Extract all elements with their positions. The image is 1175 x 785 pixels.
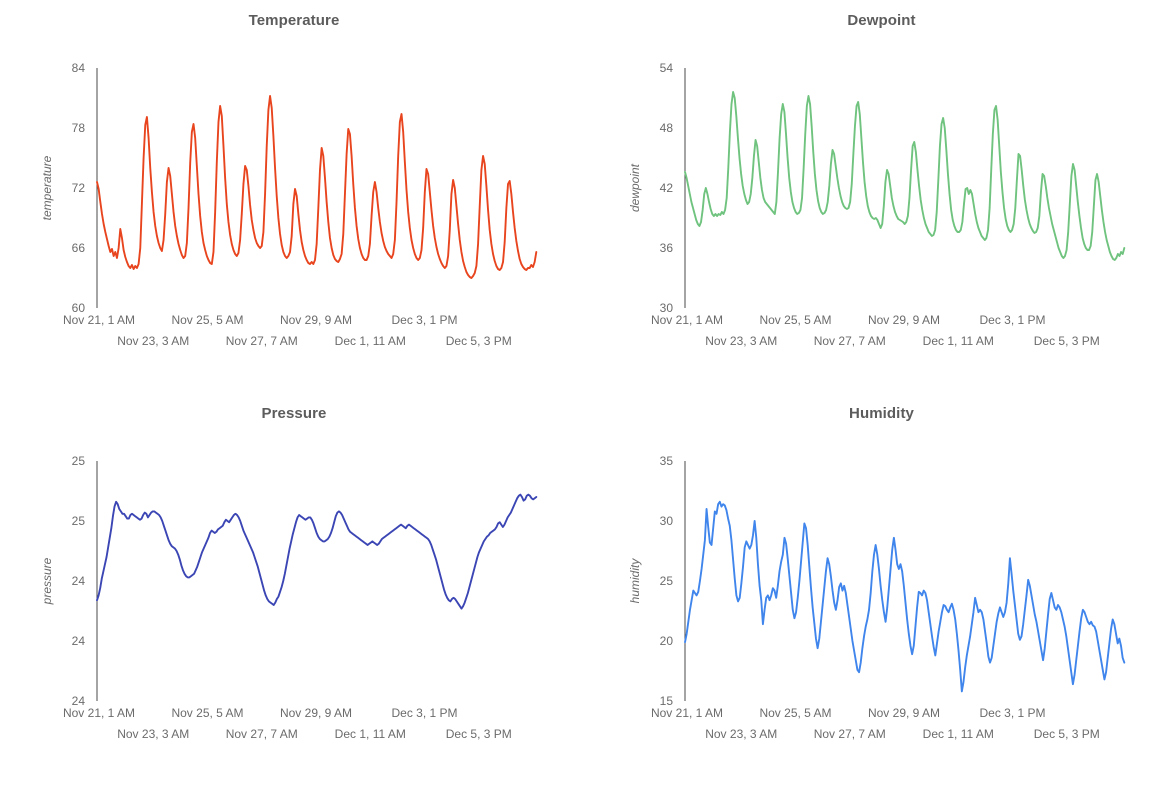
x-tick-label: Nov 29, 9 AM bbox=[280, 313, 352, 327]
panel-dewpoint: Dewpoint 30 36 42 48 54 dewpoint Nov 21, 1 AM N… bbox=[588, 0, 1175, 393]
x-tick-label: Dec 1, 11 AM bbox=[335, 334, 406, 348]
x-tick-label: Dec 5, 3 PM bbox=[446, 727, 512, 741]
x-tick-label: Dec 3, 1 PM bbox=[391, 313, 457, 327]
x-tick-label: Nov 23, 3 AM bbox=[705, 727, 777, 741]
y-tick-label: 48 bbox=[660, 121, 674, 135]
x-tick-label: Nov 29, 9 AM bbox=[280, 706, 352, 720]
chart-title-pressure: Pressure bbox=[261, 405, 327, 422]
x-tick-label: Dec 3, 1 PM bbox=[979, 706, 1045, 720]
y-tick-label: 35 bbox=[660, 454, 674, 468]
x-tick-label: Dec 1, 11 AM bbox=[923, 727, 994, 741]
y-tick-label: 78 bbox=[72, 121, 86, 135]
y-tick-label: 60 bbox=[72, 301, 86, 315]
y-tick-label: 36 bbox=[660, 241, 674, 255]
x-tick-label: Nov 21, 1 AM bbox=[63, 706, 135, 720]
series-line-temperature[interactable] bbox=[96, 95, 538, 279]
plot-area-pressure: 24 24 24 25 25 pressure Nov 21, 1 AM Nov 23, 3 … bbox=[0, 393, 588, 785]
x-tick-label: Nov 25, 5 AM bbox=[171, 706, 243, 720]
y-tick-label: 25 bbox=[660, 574, 674, 588]
y-tick-label: 54 bbox=[660, 61, 674, 75]
x-tick-label: Dec 5, 3 PM bbox=[446, 334, 512, 348]
plot-area-temperature: 60 66 72 78 84 temperature Nov 21, 1 AM Nov 23,… bbox=[0, 0, 588, 393]
series-line-dewpoint[interactable] bbox=[684, 91, 1126, 261]
y-tick-label: 25 bbox=[72, 514, 86, 528]
chart-svg-temperature[interactable]: 60 66 72 78 84 temperature Nov 21, 1 AM Nov 23,… bbox=[0, 0, 588, 393]
x-tick-label: Dec 1, 11 AM bbox=[335, 727, 406, 741]
panel-humidity: Humidity 15 20 25 30 35 humidity Nov 21, 1 AM N… bbox=[588, 393, 1175, 785]
plot-area-dewpoint: 30 36 42 48 54 dewpoint Nov 21, 1 AM Nov 23, 3 … bbox=[588, 0, 1175, 393]
y-tick-label: 15 bbox=[660, 694, 674, 708]
x-tick-label: Dec 3, 1 PM bbox=[391, 706, 457, 720]
series-line-pressure[interactable] bbox=[96, 493, 538, 610]
x-tick-label: Dec 3, 1 PM bbox=[979, 313, 1045, 327]
x-tick-label: Nov 23, 3 AM bbox=[705, 334, 777, 348]
chart-svg-pressure[interactable]: 24 24 24 25 25 pressure Nov 21, 1 AM Nov 23, 3 … bbox=[0, 393, 588, 785]
series-line-humidity[interactable] bbox=[684, 500, 1126, 693]
y-tick-label: 25 bbox=[72, 454, 86, 468]
x-tick-label: Nov 25, 5 AM bbox=[759, 313, 831, 327]
chart-title-dewpoint: Dewpoint bbox=[847, 12, 916, 29]
y-axis-title: temperature bbox=[40, 155, 54, 220]
x-tick-label: Dec 5, 3 PM bbox=[1034, 334, 1100, 348]
x-tick-label: Nov 29, 9 AM bbox=[868, 313, 940, 327]
y-tick-label: 72 bbox=[72, 181, 86, 195]
panel-pressure: Pressure 24 24 24 25 25 pressure Nov 21, 1 AM N… bbox=[0, 393, 588, 785]
x-tick-label: Dec 1, 11 AM bbox=[923, 334, 994, 348]
chart-title-temperature: Temperature bbox=[248, 12, 340, 29]
y-tick-label: 30 bbox=[660, 514, 674, 528]
x-tick-label: Nov 21, 1 AM bbox=[651, 313, 723, 327]
y-tick-label: 24 bbox=[72, 694, 86, 708]
x-tick-label: Nov 29, 9 AM bbox=[868, 706, 940, 720]
y-tick-label: 66 bbox=[72, 241, 86, 255]
x-tick-label: Nov 27, 7 AM bbox=[814, 727, 886, 741]
x-tick-label: Nov 27, 7 AM bbox=[814, 334, 886, 348]
y-axis-title: pressure bbox=[40, 557, 54, 605]
y-tick-label: 20 bbox=[660, 634, 674, 648]
y-axis-title: dewpoint bbox=[628, 163, 642, 212]
x-tick-label: Nov 23, 3 AM bbox=[117, 334, 189, 348]
y-axis-title: humidity bbox=[628, 558, 642, 604]
y-tick-label: 24 bbox=[72, 574, 86, 588]
x-tick-label: Nov 21, 1 AM bbox=[63, 313, 135, 327]
x-tick-label: Nov 23, 3 AM bbox=[117, 727, 189, 741]
x-tick-label: Nov 21, 1 AM bbox=[651, 706, 723, 720]
x-tick-label: Nov 27, 7 AM bbox=[226, 727, 298, 741]
x-tick-label: Nov 27, 7 AM bbox=[226, 334, 298, 348]
x-tick-label: Dec 5, 3 PM bbox=[1034, 727, 1100, 741]
chart-svg-dewpoint[interactable]: 30 36 42 48 54 dewpoint Nov 21, 1 AM Nov 23, 3 … bbox=[588, 0, 1175, 393]
panel-temperature: Temperature 60 66 72 78 84 temperature Nov 21,… bbox=[0, 0, 588, 393]
y-tick-label: 84 bbox=[72, 61, 86, 75]
x-tick-label: Nov 25, 5 AM bbox=[759, 706, 831, 720]
chart-svg-humidity[interactable]: 15 20 25 30 35 humidity Nov 21, 1 AM Nov 23, 3 … bbox=[588, 393, 1175, 785]
chart-title-humidity: Humidity bbox=[849, 405, 914, 422]
y-tick-label: 30 bbox=[660, 301, 674, 315]
plot-area-humidity: 15 20 25 30 35 humidity Nov 21, 1 AM Nov 23, 3 … bbox=[588, 393, 1175, 785]
y-tick-label: 42 bbox=[660, 181, 674, 195]
x-tick-label: Nov 25, 5 AM bbox=[171, 313, 243, 327]
y-tick-label: 24 bbox=[72, 634, 86, 648]
